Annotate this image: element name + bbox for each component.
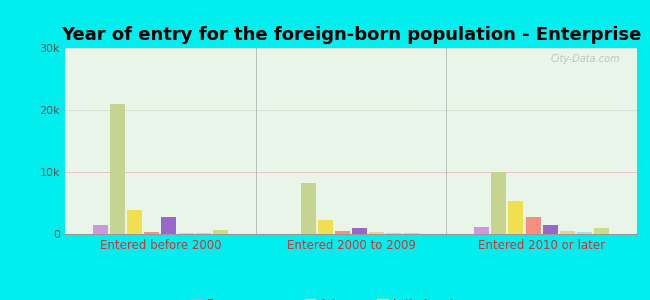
- Bar: [491, 172, 506, 234]
- Bar: [196, 233, 211, 234]
- Bar: [577, 232, 592, 234]
- Bar: [386, 233, 402, 234]
- Bar: [594, 228, 609, 234]
- Bar: [335, 231, 350, 234]
- Bar: [369, 232, 384, 234]
- Bar: [318, 220, 333, 234]
- Bar: [93, 225, 108, 234]
- Title: Year of entry for the foreign-born population - Enterprise: Year of entry for the foreign-born popul…: [61, 26, 641, 44]
- Bar: [560, 231, 575, 234]
- Bar: [508, 201, 523, 234]
- Bar: [474, 227, 489, 234]
- Bar: [404, 233, 419, 234]
- Bar: [127, 210, 142, 234]
- Text: City-Data.com: City-Data.com: [550, 54, 620, 64]
- Bar: [526, 217, 541, 234]
- Bar: [543, 225, 558, 234]
- Bar: [110, 104, 125, 234]
- Bar: [352, 228, 367, 234]
- Bar: [179, 233, 194, 234]
- Bar: [144, 232, 159, 234]
- Bar: [161, 217, 176, 234]
- Bar: [300, 183, 316, 234]
- Legend: Europe, Caribbean, South America, Asia, Mexico, Other, Latin America, Other Cent: Europe, Caribbean, South America, Asia, …: [187, 295, 515, 300]
- Bar: [213, 230, 228, 234]
